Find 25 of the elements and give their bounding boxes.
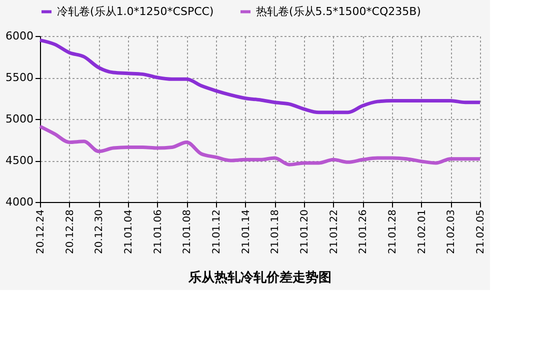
x-tick-label: 21.01.18 (270, 210, 282, 254)
x-tick-label: 20.12.30 (94, 210, 106, 254)
y-tick-label: 4500 (6, 154, 34, 167)
x-tick-label: 21.01.22 (328, 210, 340, 254)
x-tick-label: 20.12.24 (36, 210, 46, 254)
x-tick-label: 20.12.28 (64, 210, 76, 254)
y-tick-label: 4000 (6, 196, 34, 208)
x-tick-label: 21.01.04 (124, 210, 134, 254)
x-tick-label: 21.01.06 (152, 210, 164, 254)
x-tick-label: 21.01.12 (212, 210, 222, 254)
y-tick-label: 5000 (6, 112, 34, 126)
x-tick-label: 21.01.14 (240, 210, 252, 254)
x-tick-label: 21.01.28 (388, 210, 398, 254)
y-tick-label: 5500 (6, 71, 34, 84)
y-tick-label: 6000 (6, 30, 34, 42)
x-tick-label: 21.01.08 (182, 210, 194, 254)
x-tick-label: 21.01.26 (358, 210, 370, 254)
x-tick-label: 21.02.05 (476, 210, 486, 254)
text: 乐从热轧冷轧价差走势图 (188, 270, 332, 286)
legend-label: 冷轧卷(乐从1.0*1250*CSPCC) (57, 4, 214, 18)
x-tick-label: 21.01.20 (300, 210, 310, 254)
x-tick-label: 21.02.01 (416, 210, 428, 254)
line-series (38, 124, 482, 166)
x-tick-label: 21.02.03 (446, 210, 458, 254)
legend-label: 热轧卷(乐从5.5*1500*CQ235B) (256, 4, 421, 18)
